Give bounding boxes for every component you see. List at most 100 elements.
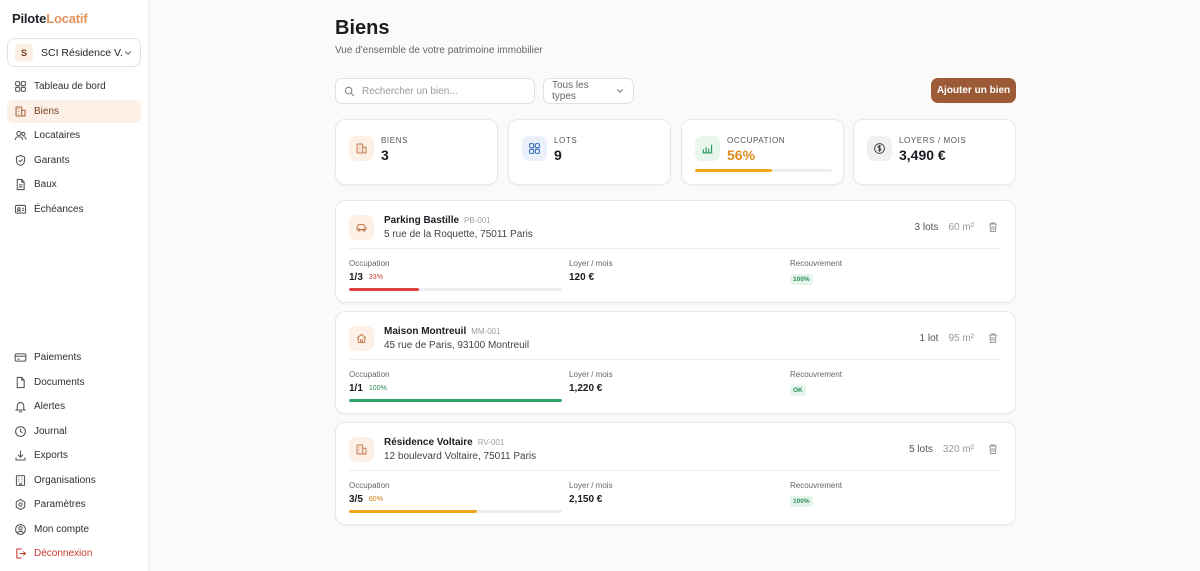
chevron-down-icon — [124, 50, 132, 55]
occupation-bar-fill — [349, 288, 420, 291]
status-badge: OK — [790, 385, 806, 396]
stat-label: Occupation — [727, 136, 786, 145]
search-input[interactable] — [362, 85, 522, 97]
card-divider — [349, 359, 1000, 360]
property-card[interactable]: Résidence Voltaire RV-001 12 boulevard Vo… — [335, 422, 1016, 525]
car-icon — [356, 224, 367, 232]
property-card[interactable]: Parking Bastille PB-001 5 rue de la Roque… — [335, 200, 1016, 303]
sidebar-item-label: Tableau de bord — [34, 81, 106, 92]
stat-label: Biens — [381, 136, 409, 145]
property-name-line: Parking Bastille PB-001 — [384, 215, 491, 226]
sidebar-item-documents[interactable]: Documents — [7, 371, 141, 394]
sidebar-item-echeances[interactable]: Échéances — [7, 198, 141, 221]
rent-label: Loyer / mois — [569, 481, 613, 490]
occupation-bar-fill — [349, 510, 477, 513]
occupation-column: Occupation 1/3 33% — [349, 259, 389, 283]
sidebar-item-organisations[interactable]: Organisations — [7, 469, 141, 492]
property-card[interactable]: Maison Montreuil MM-001 45 rue de Paris, … — [335, 311, 1016, 414]
property-code: RV-001 — [477, 438, 505, 447]
stat-icon-box — [867, 136, 892, 161]
property-name[interactable]: Maison Montreuil — [384, 326, 467, 337]
status-badge: 100% — [790, 274, 813, 285]
rent-column: Loyer / mois 2,150 € — [569, 481, 613, 505]
occupation-value-line: 1/3 33% — [349, 272, 389, 283]
sidebar-item-tableau-de-bord[interactable]: Tableau de bord — [7, 75, 141, 98]
trash-icon[interactable] — [987, 332, 999, 344]
rent-value: 2,150 € — [569, 494, 603, 505]
sidebar-item-label: Déconnexion — [34, 548, 93, 559]
property-icon-box — [349, 437, 374, 462]
sidebar-item-locataires[interactable]: Locataires — [7, 124, 141, 147]
trash-icon[interactable] — [987, 221, 999, 233]
sidebar-item-journal[interactable]: Journal — [7, 420, 141, 443]
sidebar-item-label: Locataires — [34, 130, 81, 141]
stat-card-lots: Lots 9 — [508, 119, 671, 185]
property-address: 5 rue de la Roquette, 75011 Paris — [384, 229, 533, 240]
stat-label: Lots — [554, 136, 578, 145]
sidebar-item-deconnexion[interactable]: Déconnexion — [7, 542, 141, 565]
stat-value: 3 — [381, 147, 389, 163]
sidebar-item-mon-compte[interactable]: Mon compte — [7, 518, 141, 541]
app-logo[interactable]: PiloteLocatif — [12, 11, 88, 26]
stats-row: Biens 3 Lots 9 Occupation 56% Loyers / m… — [335, 119, 1016, 185]
occupation-label: Occupation — [349, 370, 390, 379]
sidebar-item-biens[interactable]: Biens — [7, 99, 141, 123]
type-filter-value: Tous les types — [552, 80, 589, 102]
sidebar-item-parametres[interactable]: Paramètres — [7, 493, 141, 516]
property-icon-box — [349, 326, 374, 351]
sidebar-item-label: Organisations — [34, 474, 96, 486]
stat-value: 3,490 € — [899, 147, 946, 163]
property-lots: 5 lots — [908, 444, 933, 455]
organization-avatar: S — [15, 43, 33, 62]
sidebar-item-label: Biens — [34, 105, 60, 117]
chevron-down-icon — [616, 89, 624, 93]
card-divider — [349, 470, 1000, 471]
page-subtitle: Vue d'ensemble de votre patrimoine immob… — [335, 45, 543, 56]
sidebar-item-label: Mon compte — [34, 523, 90, 535]
property-meta: 5 lots 320 m² — [909, 444, 974, 455]
sidebar-item-exports[interactable]: Exports — [7, 444, 141, 467]
property-meta: 1 lot 95 m² — [920, 333, 974, 344]
occupation-column: Occupation 1/1 100% — [349, 370, 389, 394]
sidebar-item-label: Journal — [34, 425, 67, 437]
stat-icon-box — [349, 136, 374, 161]
rent-value: 1,220 € — [569, 383, 603, 394]
sidebar-item-paiements[interactable]: Paiements — [7, 346, 141, 369]
recouvrement-label: Recouvrement — [790, 481, 843, 490]
shield-icon — [15, 154, 26, 166]
card-icon — [14, 353, 27, 362]
sidebar-item-garants[interactable]: Garants — [7, 149, 141, 172]
sidebar-item-label: Baux — [34, 179, 57, 190]
add-property-button[interactable]: Ajouter un bien — [931, 78, 1016, 103]
secondary-nav: Paiements Documents Alertes Journal Expo… — [7, 346, 141, 567]
sidebar-item-baux[interactable]: Baux — [7, 173, 141, 196]
property-name[interactable]: Résidence Voltaire — [384, 437, 473, 448]
download-icon — [15, 450, 26, 461]
grid-icon — [529, 143, 540, 154]
occupation-percent: 60% — [368, 496, 383, 503]
organization-switcher[interactable]: S SCI Résidence V... — [7, 38, 141, 67]
occupation-bar-fill — [349, 399, 562, 402]
rent-label: Loyer / mois — [569, 370, 613, 379]
occupation-label: Occupation — [349, 259, 390, 268]
recouvrement-column: Recouvrement 100% — [790, 259, 842, 285]
search-box[interactable] — [335, 78, 535, 104]
rent-label: Loyer / mois — [569, 259, 613, 268]
house-icon — [356, 333, 367, 344]
trash-icon[interactable] — [987, 443, 999, 455]
property-lots: 3 lots — [914, 222, 939, 233]
stat-icon-box — [695, 136, 720, 161]
property-name[interactable]: Parking Bastille — [384, 215, 460, 226]
property-area: 320 m² — [942, 444, 974, 455]
sidebar-item-alertes[interactable]: Alertes — [7, 395, 141, 418]
property-icon-box — [349, 215, 374, 240]
rent-column: Loyer / mois 120 € — [569, 259, 613, 283]
status-badge: 100% — [790, 496, 813, 507]
sidebar: PiloteLocatif S SCI Résidence V... Table… — [0, 0, 149, 571]
rent-column: Loyer / mois 1,220 € — [569, 370, 613, 394]
sidebar-item-label: Alertes — [34, 401, 66, 412]
progress-fill — [695, 169, 772, 172]
building-icon — [356, 444, 367, 455]
type-filter-select[interactable]: Tous les types — [543, 78, 634, 104]
occupation-value: 1/3 — [349, 272, 363, 283]
